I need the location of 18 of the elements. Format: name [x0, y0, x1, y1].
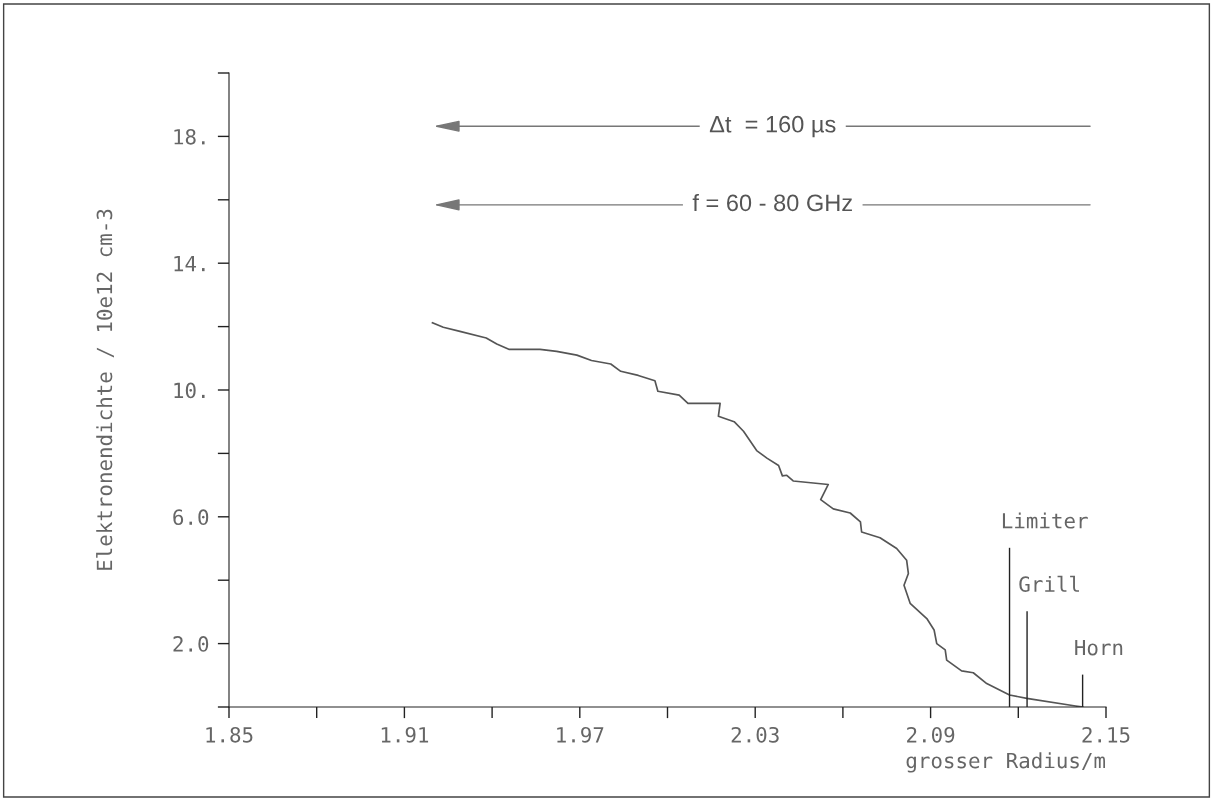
y-axis-title: Elektronendichte / 10e12 cm-3 [96, 209, 114, 570]
x-tick-label: 2.03 [731, 726, 779, 743]
x-tick-label: 1.97 [557, 726, 604, 743]
x-tick-label: 2.15 [1082, 726, 1130, 743]
x-tick-label: 2.09 [907, 726, 955, 743]
y-tick-label: 14. [174, 255, 205, 272]
annotation: Δt = 160 µs [709, 115, 836, 138]
ref-line-label: Grill [1019, 575, 1079, 593]
ref-line-label: Horn [1075, 639, 1123, 656]
x-tick-label: 1.85 [206, 726, 253, 743]
annotation: f = 60 - 80 GHz [692, 193, 852, 212]
y-tick-label: 10. [174, 382, 205, 399]
x-axis-title: grosser Radius/m [906, 752, 1106, 773]
y-tick-label: 2.0 [173, 636, 209, 652]
ref-line-label: Limiter [1002, 512, 1088, 529]
y-tick-label: 18. [174, 128, 205, 145]
y-tick-label: 6.0 [173, 509, 209, 526]
x-tick-label: 1.91 [381, 726, 429, 743]
